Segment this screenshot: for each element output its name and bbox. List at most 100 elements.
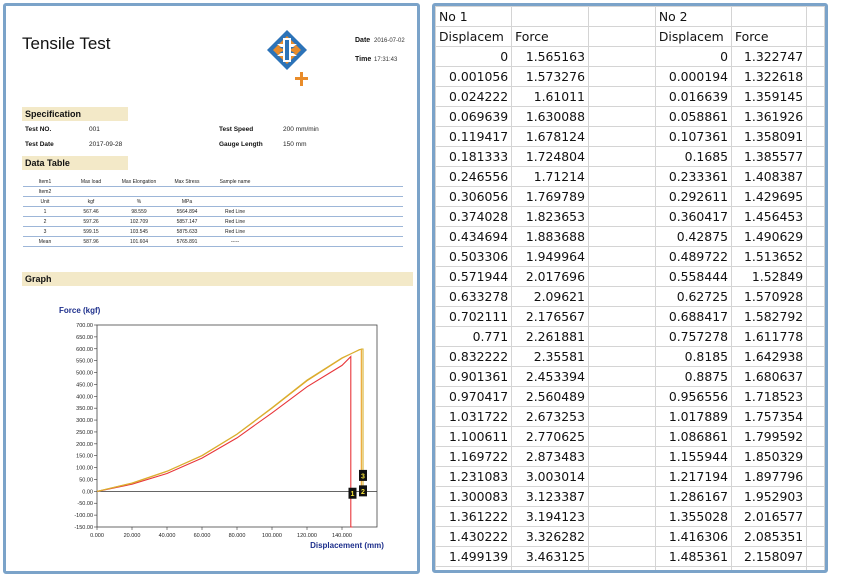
sheet-cell[interactable]: 1.169722 [435, 446, 513, 467]
sheet-cell[interactable]: 1.724804 [511, 146, 589, 167]
sheet-cell[interactable]: Force [511, 26, 589, 47]
sheet-cell[interactable]: 1.231083 [435, 466, 513, 487]
sheet-cell[interactable]: 0.001056 [435, 66, 513, 87]
sheet-cell[interactable]: 1.823653 [511, 206, 589, 227]
sheet-cell[interactable] [587, 406, 656, 427]
sheet-cell[interactable]: 1.630088 [511, 106, 589, 127]
sheet-cell[interactable] [587, 566, 656, 570]
sheet-cell[interactable] [806, 86, 825, 107]
sheet-cell[interactable]: 0.024222 [435, 86, 513, 107]
sheet-cell[interactable] [587, 126, 656, 147]
sheet-cell[interactable]: 2.261881 [511, 326, 589, 347]
sheet-cell[interactable] [806, 466, 825, 487]
sheet-cell[interactable]: 1.322747 [730, 46, 808, 67]
sheet-cell[interactable]: 2.085351 [730, 526, 808, 547]
sheet-cell[interactable]: 0.292611 [654, 186, 732, 207]
sheet-cell[interactable]: 0.1685 [654, 146, 732, 167]
sheet-cell[interactable] [806, 326, 825, 347]
sheet-cell[interactable]: 2.239094 [730, 566, 808, 570]
sheet-cell[interactable]: 0.757278 [654, 326, 732, 347]
sheet-cell[interactable]: 1.499139 [435, 546, 513, 567]
sheet-cell[interactable]: 1.949964 [511, 246, 589, 267]
sheet-cell[interactable] [806, 186, 825, 207]
sheet-cell[interactable] [587, 546, 656, 567]
sheet-cell[interactable]: 3.003014 [511, 466, 589, 487]
sheet-cell[interactable] [587, 46, 656, 67]
sheet-cell[interactable]: 1.513652 [730, 246, 808, 267]
sheet-cell[interactable]: 1.799592 [730, 426, 808, 447]
sheet-cell[interactable]: 0.688417 [654, 306, 732, 327]
sheet-cell[interactable] [806, 146, 825, 167]
sheet-cell[interactable]: 1.850329 [730, 446, 808, 467]
sheet-cell[interactable]: 1.570928 [730, 286, 808, 307]
sheet-cell[interactable]: 1.757354 [730, 406, 808, 427]
sheet-cell[interactable]: 1.52849 [730, 266, 808, 287]
sheet-cell[interactable]: 0.901361 [435, 366, 513, 387]
sheet-cell[interactable] [587, 106, 656, 127]
sheet-cell[interactable]: 1.416306 [654, 526, 732, 547]
sheet-cell[interactable]: Force [730, 26, 808, 47]
sheet-cell[interactable]: 0.374028 [435, 206, 513, 227]
sheet-cell[interactable]: 0.360417 [654, 206, 732, 227]
sheet-cell[interactable]: 1.61011 [511, 86, 589, 107]
sheet-cell[interactable] [587, 146, 656, 167]
sheet-cell[interactable]: 1.642938 [730, 346, 808, 367]
sheet-cell[interactable]: 1.429695 [730, 186, 808, 207]
sheet-cell[interactable] [806, 266, 825, 287]
sheet-cell[interactable]: 1.573276 [511, 66, 589, 87]
sheet-cell[interactable]: 1.565163 [511, 46, 589, 67]
sheet-cell[interactable]: 2.158097 [730, 546, 808, 567]
sheet-cell[interactable] [587, 286, 656, 307]
sheet-cell[interactable]: 3.463125 [511, 546, 589, 567]
sheet-cell[interactable]: 0.306056 [435, 186, 513, 207]
sheet-cell[interactable] [587, 66, 656, 87]
sheet-cell[interactable]: 0.181333 [435, 146, 513, 167]
sheet-cell[interactable]: 1.385577 [730, 146, 808, 167]
sheet-cell[interactable]: 1.952903 [730, 486, 808, 507]
sheet-cell[interactable]: 1.355028 [654, 506, 732, 527]
sheet-cell[interactable] [587, 386, 656, 407]
sheet-cell[interactable] [806, 26, 825, 47]
sheet-cell[interactable]: 1.560417 [435, 566, 513, 570]
sheet-cell[interactable] [587, 266, 656, 287]
sheet-cell[interactable]: 0.119417 [435, 126, 513, 147]
sheet-cell[interactable] [587, 246, 656, 267]
sheet-cell[interactable] [806, 286, 825, 307]
sheet-cell[interactable]: 1.155944 [654, 446, 732, 467]
sheet-cell[interactable]: 0.058861 [654, 106, 732, 127]
sheet-cell[interactable] [806, 46, 825, 67]
sheet-cell[interactable] [587, 326, 656, 347]
sheet-cell[interactable]: 1.031722 [435, 406, 513, 427]
sheet-cell[interactable]: 1.430222 [435, 526, 513, 547]
sheet-cell[interactable]: 2.873483 [511, 446, 589, 467]
sheet-cell[interactable] [587, 226, 656, 247]
sheet-cell[interactable]: 0.558444 [654, 266, 732, 287]
sheet-cell[interactable]: 0 [435, 46, 513, 67]
sheet-cell[interactable]: 1.300083 [435, 486, 513, 507]
sheet-cell[interactable]: 1.611778 [730, 326, 808, 347]
sheet-cell[interactable]: 1.408387 [730, 166, 808, 187]
sheet-cell[interactable] [587, 426, 656, 447]
sheet-cell[interactable]: 2.453394 [511, 366, 589, 387]
sheet-cell[interactable]: 2.09621 [511, 286, 589, 307]
sheet-cell[interactable] [587, 486, 656, 507]
sheet-cell[interactable] [806, 126, 825, 147]
sheet-cell[interactable]: 1.485361 [654, 546, 732, 567]
sheet-cell[interactable]: 0.434694 [435, 226, 513, 247]
sheet-cell[interactable]: 0.233361 [654, 166, 732, 187]
sheet-cell[interactable] [806, 206, 825, 227]
sheet-cell[interactable] [806, 486, 825, 507]
sheet-cell[interactable] [806, 446, 825, 467]
sheet-cell[interactable]: 3.605917 [511, 566, 589, 570]
sheet-cell[interactable] [806, 6, 825, 27]
sheet-cell[interactable]: 1.718523 [730, 386, 808, 407]
sheet-cell[interactable]: 0.970417 [435, 386, 513, 407]
sheet-cell[interactable]: 1.71214 [511, 166, 589, 187]
sheet-cell[interactable]: No 1 [435, 6, 513, 27]
sheet-cell[interactable] [587, 346, 656, 367]
sheet-cell[interactable]: Displacem [435, 26, 513, 47]
sheet-cell[interactable]: 2.673253 [511, 406, 589, 427]
sheet-cell[interactable]: 1.358091 [730, 126, 808, 147]
sheet-cell[interactable] [806, 246, 825, 267]
sheet-cell[interactable] [806, 526, 825, 547]
